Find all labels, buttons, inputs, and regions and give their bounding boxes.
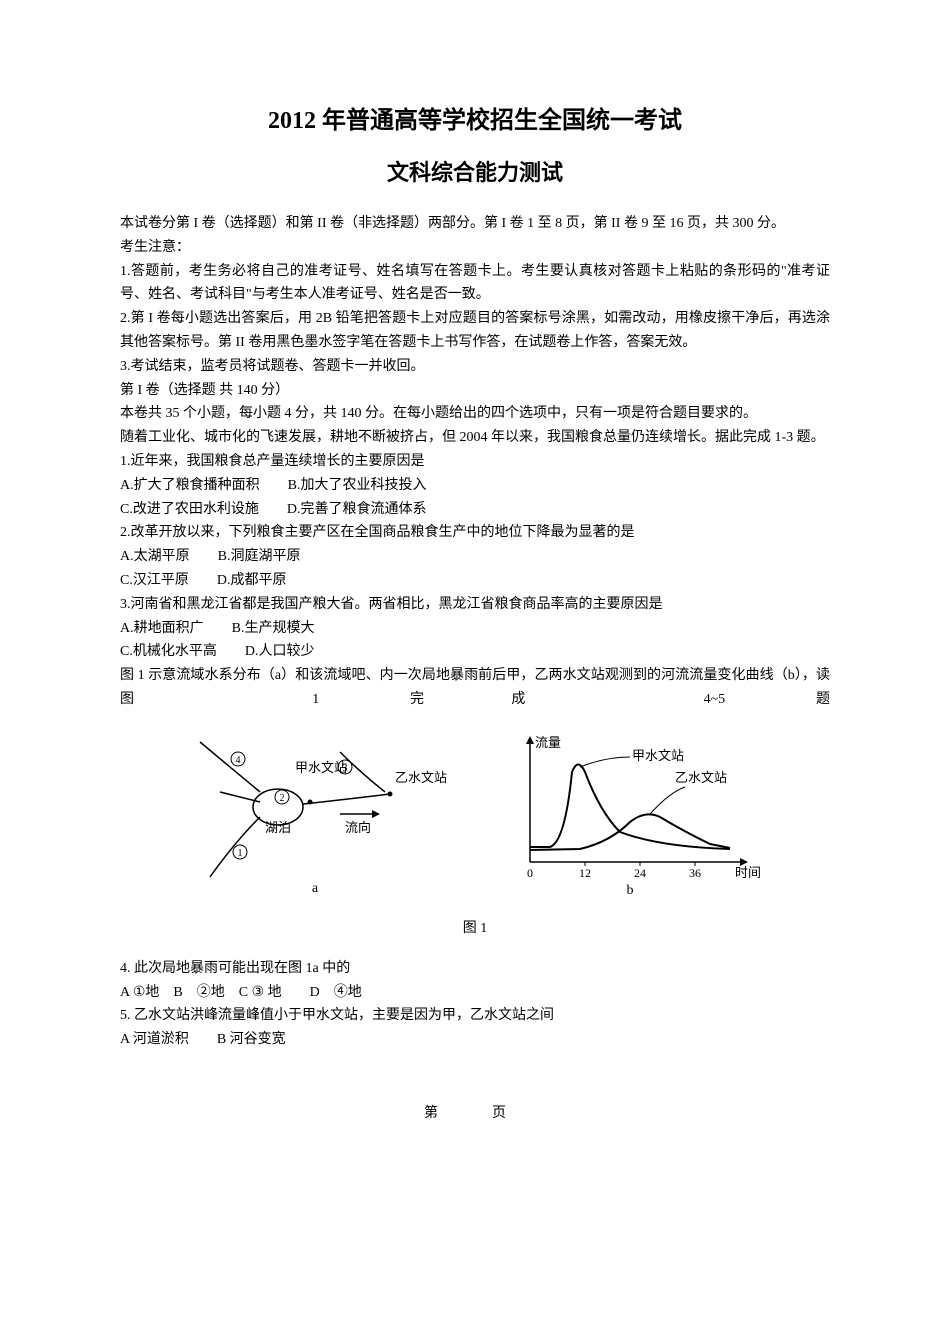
label-flow: 流向 — [345, 820, 371, 835]
intro-p4: 2.第 I 卷每小题选出答案后，用 2B 铅笔把答题卡上对应题目的答案标号涂黑，… — [120, 307, 830, 355]
q1-stem: 1.近年来，我国粮食总产量连续增长的主要原因是 — [120, 450, 830, 474]
label-jia: 甲水文站 — [295, 760, 347, 775]
q5-stem: 5. 乙水文站洪峰流量峰值小于甲水文站，主要是因为甲，乙水文站之间 — [120, 1004, 830, 1028]
svg-text:12: 12 — [579, 866, 591, 880]
caption-b: b — [627, 883, 634, 898]
intro-p7: 本卷共 35 个小题，每小题 4 分，共 140 分。在每小题给出的四个选项中，… — [120, 402, 830, 426]
q2-opts2: C.汉江平原 D.成都平原 — [120, 569, 830, 593]
sub-title: 文科综合能力测试 — [120, 155, 830, 187]
q3-stem: 3.河南省和黑龙江省都是我国产粮大省。两省相比，黑龙江省粮食商品率高的主要原因是 — [120, 593, 830, 617]
figure-caption: 图 1 — [120, 917, 830, 937]
intro-p6: 第 I 卷（选择题 共 140 分） — [120, 379, 830, 403]
q1-opts2: C.改进了农田水利设施 D.完善了粮食流通体系 — [120, 498, 830, 522]
figure-b-svg: 0 12 24 36 时间/h 流量 甲水文站 乙水文站 b — [500, 732, 760, 902]
q3-opts1: A.耕地面积广 B.生产规模大 — [120, 617, 830, 641]
q4-opts: A ①地 B ②地 C ③ 地 D ④地 — [120, 981, 830, 1005]
page-number: 第 页 — [120, 1102, 830, 1122]
xlabel: 时间/h — [735, 865, 760, 880]
figure-row: 1 2 3 4 甲水文站 乙水文站 流向 湖泊 a 0 12 — [120, 732, 830, 902]
svg-text:0: 0 — [527, 866, 533, 880]
label-lake: 湖泊 — [265, 820, 291, 835]
body-content: 本试卷分第 I 卷（选择题）和第 II 卷（非选择题）两部分。第 I 卷 1 至… — [120, 212, 830, 712]
figure-a: 1 2 3 4 甲水文站 乙水文站 流向 湖泊 a — [190, 732, 450, 902]
svg-text:1: 1 — [238, 848, 243, 859]
svg-text:24: 24 — [634, 866, 646, 880]
intro-p5: 3.考试结束，监考员将试题卷、答题卡一并收回。 — [120, 355, 830, 379]
figure-intro: 图 1 示意流域水系分布（a）和该流域吧、内一次局地暴雨前后甲，乙两水文站观测到… — [120, 664, 830, 712]
q3-opts2: C.机械化水平高 D.人口较少 — [120, 640, 830, 664]
curve-jia-label: 甲水文站 — [632, 748, 684, 763]
q5-opts: A 河道淤积 B 河谷变宽 — [120, 1028, 830, 1052]
main-title: 2012 年普通高等学校招生全国统一考试 — [120, 100, 830, 135]
figure-b: 0 12 24 36 时间/h 流量 甲水文站 乙水文站 b — [500, 732, 760, 902]
body-content-2: 4. 此次局地暴雨可能出现在图 1a 中的 A ①地 B ②地 C ③ 地 D … — [120, 957, 830, 1052]
intro-p2: 考生注意： — [120, 236, 830, 260]
svg-text:4: 4 — [236, 755, 241, 766]
q2-opts1: A.太湖平原 B.洞庭湖平原 — [120, 545, 830, 569]
q2-stem: 2.改革开放以来，下列粮食主要产区在全国商品粮食生产中的地位下降最为显著的是 — [120, 521, 830, 545]
q4-stem: 4. 此次局地暴雨可能出现在图 1a 中的 — [120, 957, 830, 981]
intro-p3: 1.答题前，考生务必将自己的准考证号、姓名填写在答题卡上。考生要认真核对答题卡上… — [120, 260, 830, 308]
ylabel: 流量 — [535, 735, 561, 750]
intro-p1: 本试卷分第 I 卷（选择题）和第 II 卷（非选择题）两部分。第 I 卷 1 至… — [120, 212, 830, 236]
intro-p8: 随着工业化、城市化的飞速发展，耕地不断被挤占，但 2004 年以来，我国粮食总量… — [120, 426, 830, 450]
q1-opts1: A.扩大了粮食播种面积 B.加大了农业科技投入 — [120, 474, 830, 498]
label-yi: 乙水文站 — [395, 770, 447, 785]
caption-a: a — [312, 881, 319, 896]
svg-text:36: 36 — [689, 866, 701, 880]
figure-a-svg: 1 2 3 4 甲水文站 乙水文站 流向 湖泊 a — [190, 732, 450, 902]
curve-yi-label: 乙水文站 — [675, 770, 727, 785]
svg-text:2: 2 — [280, 793, 285, 804]
